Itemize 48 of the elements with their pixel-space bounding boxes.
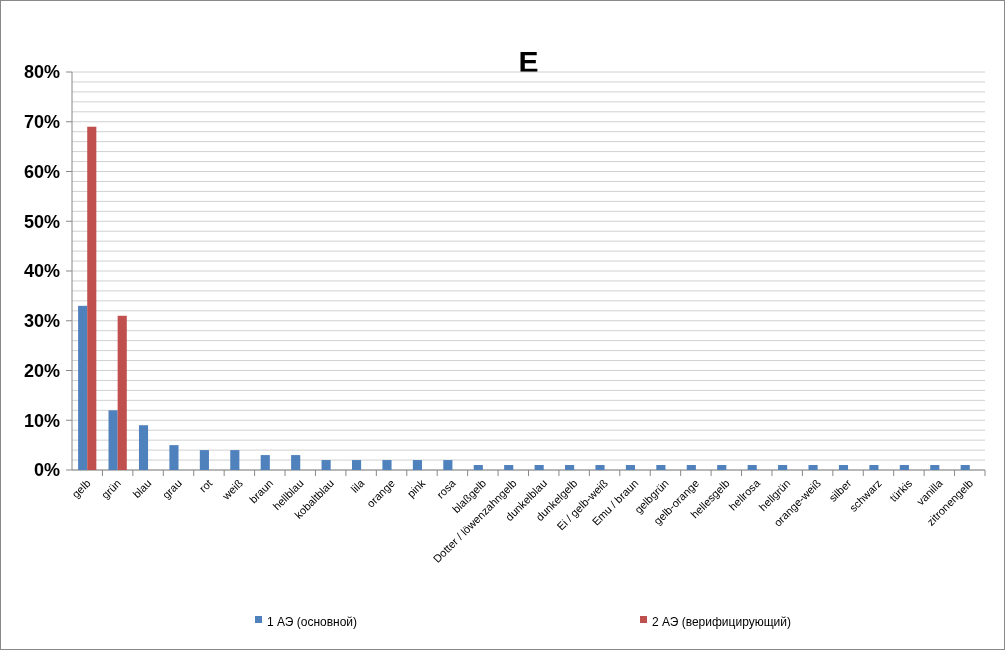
bar <box>504 465 514 470</box>
x-tick-label: lila <box>348 476 368 495</box>
bar <box>169 445 179 470</box>
bar <box>412 460 422 470</box>
y-tick-label: 40% <box>23 261 60 282</box>
bar <box>838 465 849 470</box>
bar <box>260 455 270 470</box>
legend-label: 2 АЭ (верифицирующий) <box>652 614 791 629</box>
bar <box>960 465 970 470</box>
bar <box>321 460 331 470</box>
bar <box>291 455 301 470</box>
y-tick-label: 80% <box>23 62 60 83</box>
bar <box>869 465 879 470</box>
y-tick-label: 0% <box>33 460 60 481</box>
bar <box>930 465 940 470</box>
bar <box>808 465 818 470</box>
y-tick-label: 20% <box>23 360 60 381</box>
bar <box>108 410 118 470</box>
bar <box>78 305 88 470</box>
bar <box>686 465 696 470</box>
legend-label: 1 АЭ (основной) <box>267 614 358 629</box>
bar <box>382 460 392 470</box>
bar <box>443 460 453 470</box>
y-tick-label: 70% <box>23 112 60 133</box>
bar <box>747 465 757 470</box>
bar <box>534 465 544 470</box>
bar <box>656 465 666 470</box>
bar <box>595 465 605 470</box>
x-tick-label: rot <box>196 476 215 495</box>
y-tick-label: 30% <box>23 311 60 332</box>
bar <box>117 315 127 470</box>
bar <box>778 465 788 470</box>
x-tick-label: gelb <box>69 476 93 501</box>
bar <box>625 465 636 470</box>
bar <box>138 425 149 470</box>
y-tick-label: 60% <box>23 161 60 182</box>
x-tick-label: blau <box>130 476 154 501</box>
y-tick-label: 10% <box>23 410 60 431</box>
y-tick-label: 50% <box>23 211 60 232</box>
chart-title: E <box>518 45 539 78</box>
bar <box>199 450 209 470</box>
bar <box>473 465 483 470</box>
bar <box>899 465 909 470</box>
bar <box>351 460 362 470</box>
bar <box>87 126 97 470</box>
bar <box>565 465 575 470</box>
bar <box>230 450 240 470</box>
bar <box>717 465 727 470</box>
